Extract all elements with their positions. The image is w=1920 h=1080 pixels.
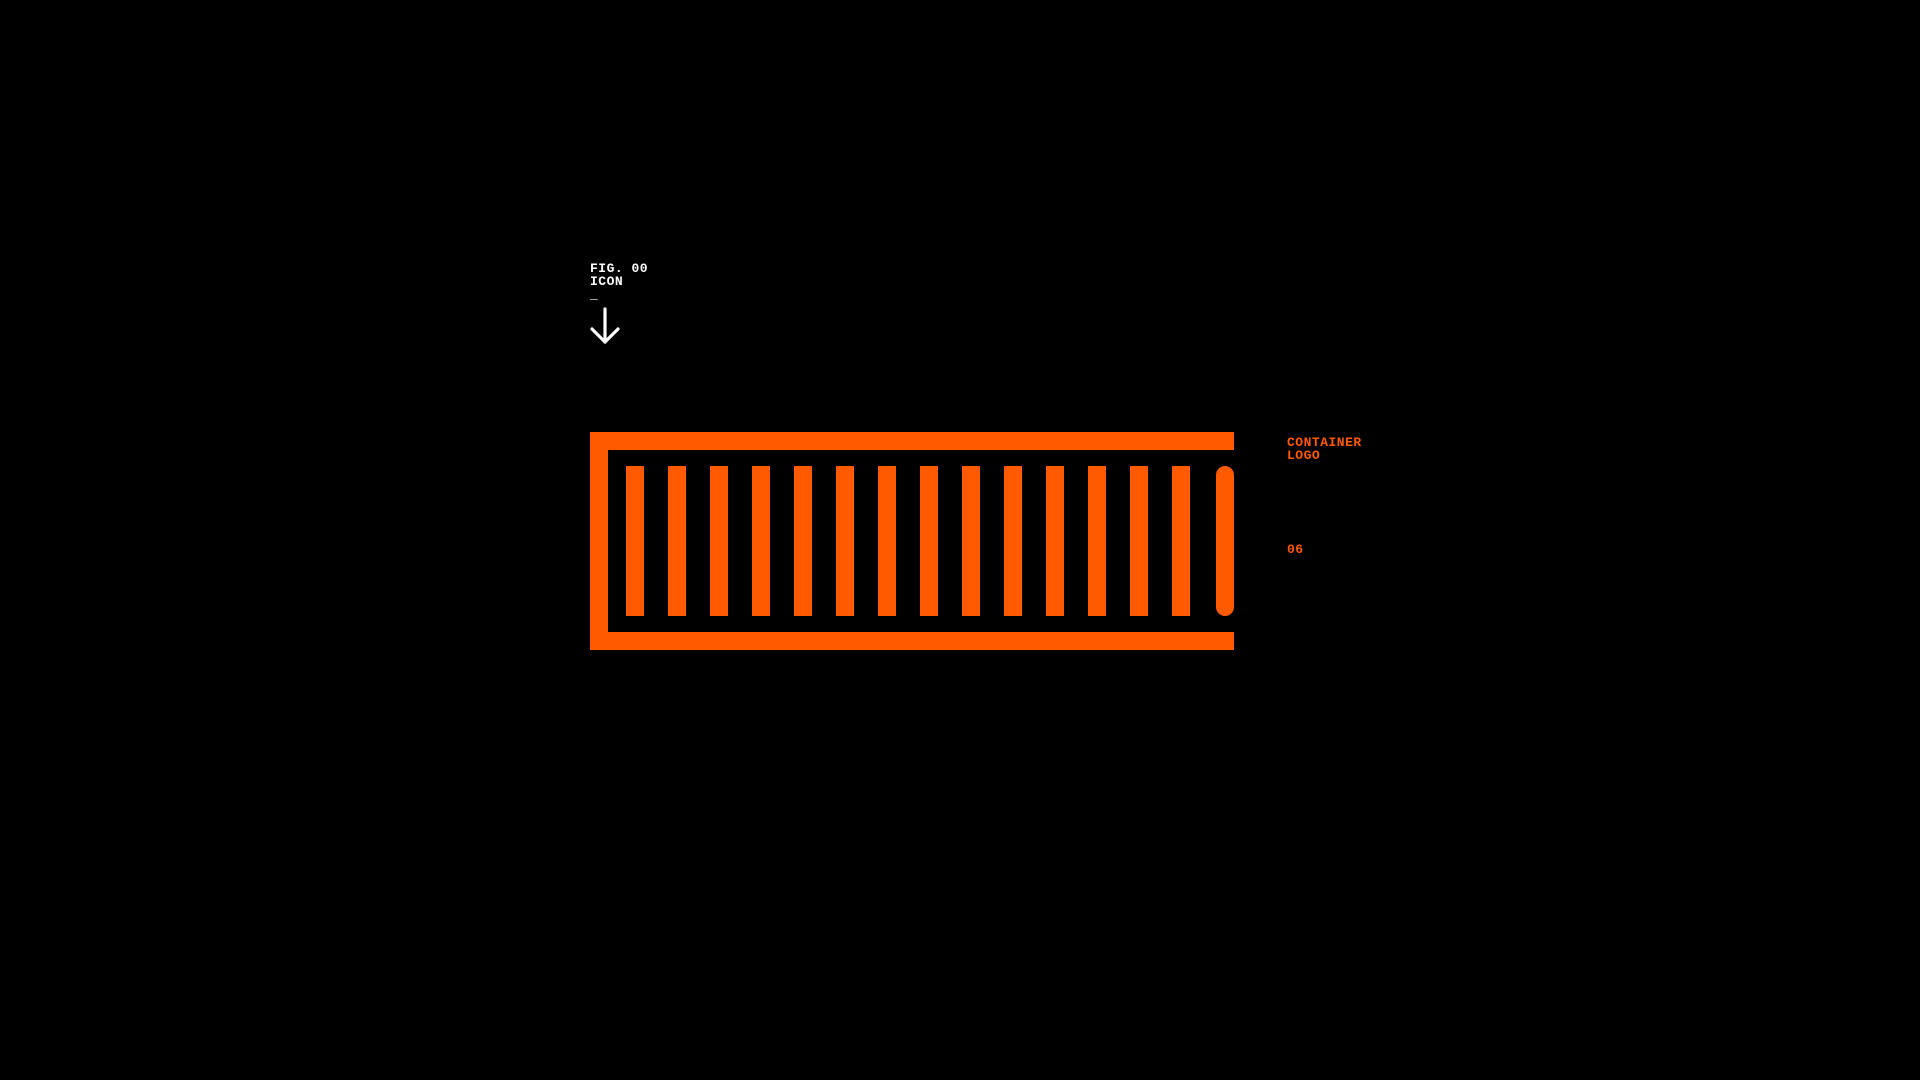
logo-bar xyxy=(1130,466,1148,616)
logo-bar xyxy=(1172,466,1190,616)
side-label-number: 06 xyxy=(1287,543,1304,556)
logo-bar xyxy=(1046,466,1064,616)
logo-bar xyxy=(1004,466,1022,616)
logo-frame-bottom xyxy=(590,632,1234,650)
logo-bar xyxy=(1088,466,1106,616)
logo-bar xyxy=(752,466,770,616)
canvas: FIG. 00 ICON _ CONTAINER LOGO 06 xyxy=(0,0,1920,1080)
logo-bar xyxy=(668,466,686,616)
container-logo-icon xyxy=(590,432,1234,650)
figure-header: FIG. 00 ICON _ xyxy=(590,262,648,301)
logo-frame-right xyxy=(1216,466,1234,616)
logo-bar xyxy=(794,466,812,616)
logo-bars xyxy=(590,466,1234,616)
side-label-title: CONTAINER LOGO xyxy=(1287,436,1362,462)
logo-bar xyxy=(920,466,938,616)
logo-bar xyxy=(836,466,854,616)
side-number: 06 xyxy=(1287,543,1304,556)
figure-dash: _ xyxy=(590,288,648,301)
arrow-down-icon xyxy=(590,307,620,345)
logo-bar xyxy=(878,466,896,616)
logo-bar xyxy=(962,466,980,616)
side-label-line2: LOGO xyxy=(1287,449,1362,462)
figure-subtitle: ICON xyxy=(590,275,648,288)
logo-frame-top xyxy=(590,432,1234,450)
logo-bar xyxy=(710,466,728,616)
logo-bar xyxy=(626,466,644,616)
